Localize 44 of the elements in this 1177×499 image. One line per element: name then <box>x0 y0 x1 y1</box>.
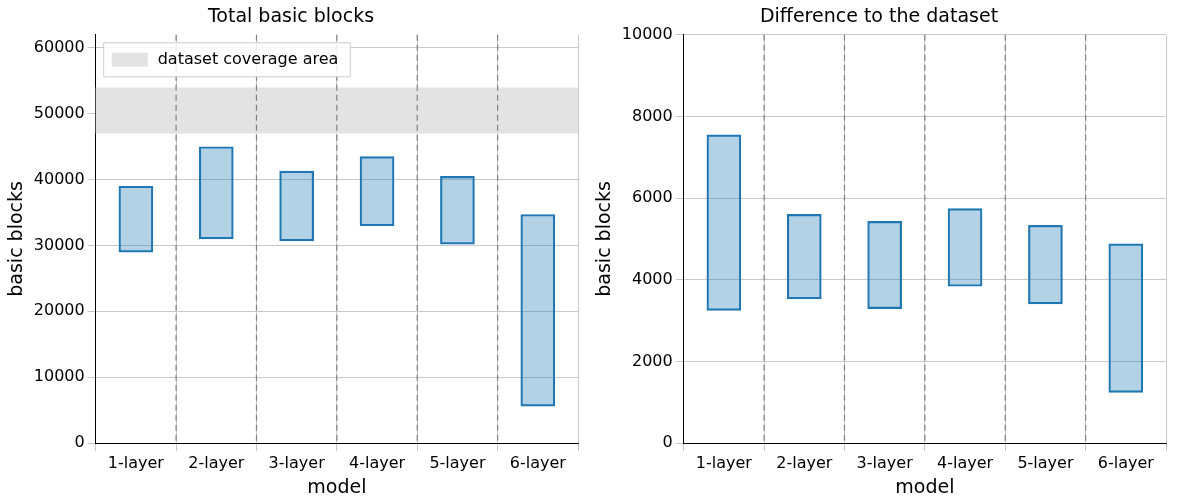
bar <box>118 185 154 253</box>
x-tick-label: 2-layer <box>188 452 245 472</box>
bar <box>279 170 314 242</box>
bar <box>520 214 556 407</box>
y-tick-label: 10000 <box>621 23 673 43</box>
legend-label: dataset coverage area <box>157 48 339 68</box>
x-tick-label: 1-layer <box>107 452 165 472</box>
x-tick-label: 3-layer <box>268 452 326 472</box>
bar <box>706 134 742 311</box>
y-tick-label: 50000 <box>33 102 85 122</box>
y-tick-label: 0 <box>662 432 673 452</box>
y-tick-label: 6000 <box>631 187 673 207</box>
bar <box>359 156 395 227</box>
y-tick-label: 20000 <box>33 300 85 320</box>
y-axis-title: basic blocks <box>4 181 27 297</box>
x-axis-title: model <box>895 474 955 497</box>
x-tick-label: 1-layer <box>695 452 753 472</box>
bar <box>1028 225 1063 305</box>
y-tick-label: 40000 <box>33 168 85 188</box>
bar <box>947 208 983 287</box>
y-axis-title: basic blocks <box>592 181 615 297</box>
y-tick-label: 8000 <box>631 105 673 125</box>
x-tick-label: 5-layer <box>429 452 486 472</box>
y-tick-label: 4000 <box>631 268 673 288</box>
x-tick-label: 4-layer <box>936 452 994 472</box>
x-tick-label: 5-layer <box>1017 452 1074 472</box>
chart-title: Difference to the dataset <box>759 4 999 27</box>
bar <box>867 221 902 310</box>
bar <box>1108 243 1144 393</box>
y-tick-label: 0 <box>74 432 85 452</box>
x-tick-label: 4-layer <box>348 452 406 472</box>
x-axis-title: model <box>307 474 367 497</box>
x-tick-label: 3-layer <box>856 452 914 472</box>
x-tick-label: 2-layer <box>776 452 833 472</box>
chart-title: Total basic blocks <box>206 4 375 27</box>
bar <box>198 146 234 240</box>
bar <box>786 214 822 300</box>
x-tick-label: 6-layer <box>1097 452 1155 472</box>
y-tick-label: 60000 <box>33 37 85 57</box>
bar <box>440 176 475 245</box>
y-tick-label: 2000 <box>631 350 673 370</box>
y-tick-label: 10000 <box>33 366 85 386</box>
x-tick-label: 6-layer <box>509 452 567 472</box>
y-tick-label: 30000 <box>33 234 85 254</box>
